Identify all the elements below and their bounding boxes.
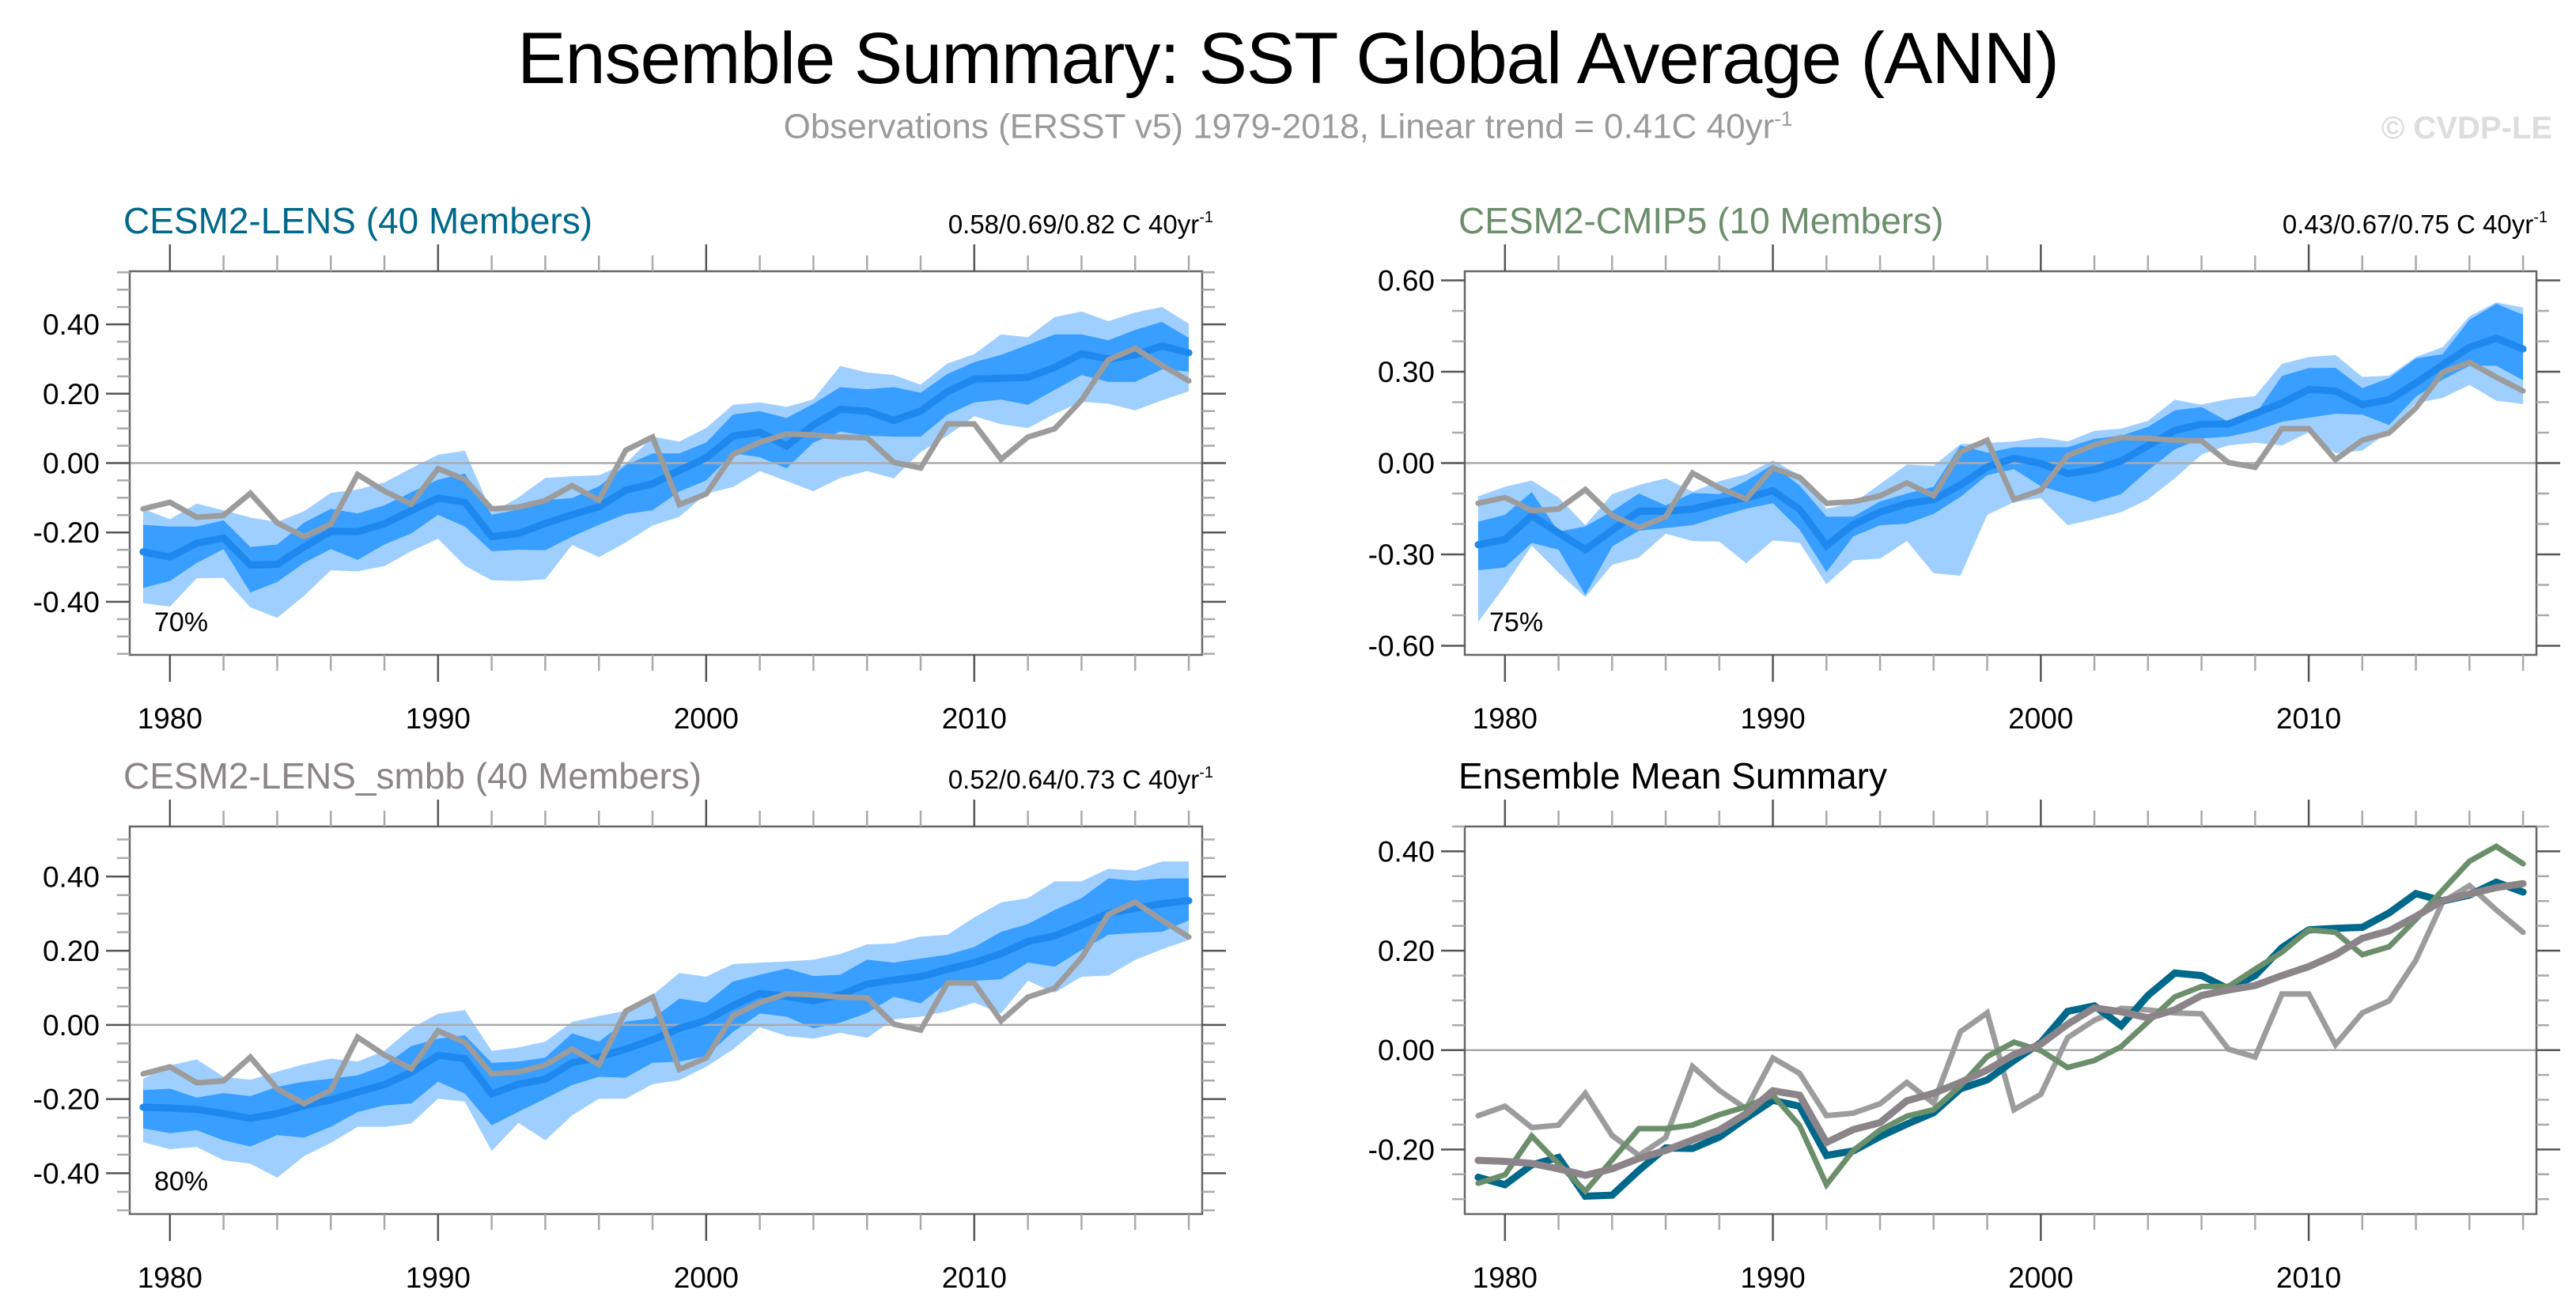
- x-tick-label: 2000: [2008, 1262, 2073, 1294]
- stats-superscript: -1: [1199, 764, 1213, 781]
- y-tick-label: -0.60: [1368, 630, 1435, 662]
- subtitle-text: Observations (ERSST v5) 1979-2018, Linea…: [783, 107, 1775, 146]
- x-tick-label: 2010: [942, 1262, 1007, 1294]
- y-tick-label: 0.00: [43, 448, 100, 480]
- subtitle-superscript: -1: [1774, 107, 1793, 130]
- main-title: Ensemble Summary: SST Global Average (AN…: [517, 18, 2060, 99]
- y-tick-label: -0.20: [33, 516, 100, 549]
- inner-range-band: [1477, 304, 2524, 596]
- y-tick-label: 0.00: [1378, 448, 1435, 480]
- percent-within-range-label: 75%: [1489, 607, 1543, 637]
- x-tick-label: 1990: [1740, 1262, 1805, 1294]
- y-tick-label: 0.00: [43, 1009, 100, 1042]
- x-tick-label: 1980: [1473, 1262, 1538, 1294]
- x-tick-label: 1990: [406, 1262, 471, 1294]
- inner-range-band: [142, 322, 1190, 593]
- panel-summary: Ensemble Mean Summary -0.20 0.00 0.20 0.40 19…: [1368, 755, 2560, 1294]
- watermark: © CVDP-LE: [2381, 111, 2552, 146]
- y-tick-label: -0.30: [1368, 539, 1435, 571]
- y-tick-label: -0.40: [33, 586, 100, 618]
- panel-title: Ensemble Mean Summary: [1458, 755, 1887, 796]
- panel-cmip5: CESM2-CMIP5 (10 Members) 0.43/0.67/0.75 C…: [1368, 200, 2560, 735]
- y-tick-label: 0.60: [1378, 265, 1435, 297]
- panel-title: CESM2-LENS (40 Members): [123, 200, 592, 241]
- x-tick-label: 2000: [674, 702, 739, 735]
- observations-line: [140, 898, 1192, 1107]
- panel-smbb: CESM2-LENS_smbb (40 Members) 0.52/0.64/0.…: [33, 755, 1226, 1294]
- y-tick-label: 0.40: [43, 861, 100, 893]
- subtitle: Observations (ERSST v5) 1979-2018, Linea…: [0, 107, 2576, 147]
- x-tick-label: 1990: [406, 702, 471, 735]
- y-tick-label: 0.30: [1378, 356, 1435, 388]
- y-tick-label: 0.20: [43, 378, 100, 410]
- x-tick-label: 1980: [138, 1262, 202, 1294]
- y-tick-label: -0.40: [33, 1157, 100, 1190]
- ensemble-mean-line: [1474, 334, 2527, 554]
- panel-stats: 0.58/0.69/0.82 C 40yr-1: [948, 209, 1213, 239]
- x-tick-label: 2000: [674, 1262, 739, 1294]
- x-tick-label: 2000: [2008, 702, 2073, 735]
- stats-superscript: -1: [2533, 209, 2548, 226]
- y-tick-label: 0.40: [1378, 835, 1435, 868]
- cmip5-mean-line: [1475, 843, 2526, 1196]
- y-tick-label: 0.20: [43, 935, 100, 967]
- panel-stats: 0.43/0.67/0.75 C 40yr-1: [2283, 209, 2548, 239]
- x-tick-label: 2010: [2276, 702, 2341, 735]
- y-tick-label: 0.20: [1378, 935, 1435, 967]
- panel-title: CESM2-LENS_smbb (40 Members): [123, 755, 702, 796]
- plot-frame: [1463, 825, 2538, 1216]
- y-tick-label: 0.40: [43, 308, 100, 341]
- percent-within-range-label: 70%: [154, 607, 208, 637]
- stats-superscript: -1: [1199, 209, 1213, 226]
- x-tick-label: 2010: [2276, 1262, 2341, 1294]
- x-tick-label: 1990: [1740, 702, 1805, 735]
- y-tick-label: -0.20: [1368, 1133, 1435, 1166]
- y-tick-label: -0.20: [33, 1084, 100, 1116]
- observations-line: [1475, 359, 2526, 531]
- inner-range-band: [142, 878, 1190, 1147]
- observations-line: [140, 345, 1192, 540]
- x-tick-label: 2010: [942, 702, 1007, 735]
- smbb-mean-line: [1474, 879, 2527, 1179]
- panel-stats: 0.52/0.64/0.73 C 40yr-1: [948, 764, 1213, 794]
- panel-lens: CESM2-LENS (40 Members) 0.58/0.69/0.82 C …: [33, 200, 1226, 735]
- y-tick-label: 0.00: [1378, 1035, 1435, 1067]
- x-tick-label: 1980: [138, 702, 202, 735]
- plot-frame: [128, 825, 1204, 1216]
- x-tick-label: 1980: [1473, 702, 1538, 735]
- panel-title: CESM2-CMIP5 (10 Members): [1458, 200, 1943, 241]
- percent-within-range-label: 80%: [154, 1167, 208, 1197]
- lens-mean-line: [1474, 878, 2527, 1200]
